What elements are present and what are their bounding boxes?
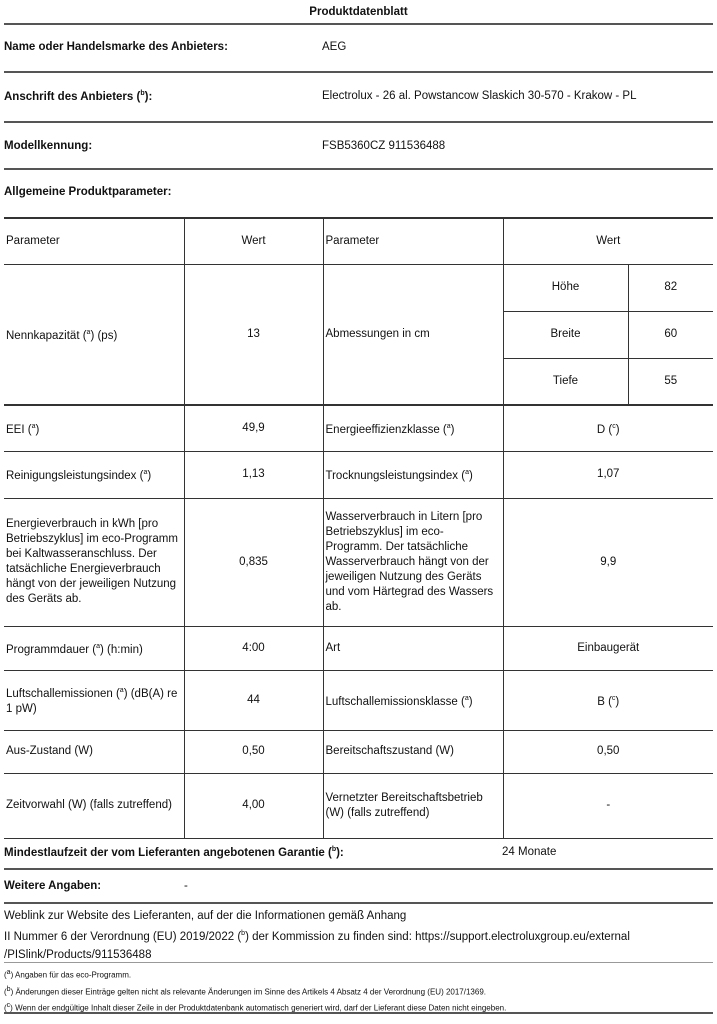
parameter-value: Einbaugerät <box>502 625 713 671</box>
table-row: Programmdauer (a) (h:min) 4:00 Art Einbauge… <box>4 625 713 671</box>
supplier-name-label: Name oder Handelsmarke des Anbieters: <box>4 41 228 53</box>
parameter-label: Bereitschaftszustand (W) <box>322 729 504 774</box>
parameter-value: 4:00 <box>183 625 324 671</box>
parameter-value: 1,07 <box>502 450 713 499</box>
table-row: Zeitvorwahl (W) (falls zutreffend) 4,00 Ve… <box>4 772 713 839</box>
parameter-value: 44 <box>183 669 324 731</box>
parameter-value: D (c) <box>502 404 713 452</box>
header-cell: Wert <box>183 217 324 265</box>
capacity-label: Nennkapazität (a) (ps) <box>4 263 185 406</box>
table-row: Energieverbrauch in kWh [pro Betriebszyk… <box>4 497 713 627</box>
parameter-label: Trocknungsleistungsindex (a) <box>322 450 504 499</box>
footnote-b: (b) Änderungen dieser Einträge gelten ni… <box>4 985 486 997</box>
parameter-value: 0,50 <box>183 729 324 774</box>
parameter-label: Energieeffizienzklasse (a) <box>322 404 504 452</box>
footnote-a: (a) Angaben für das eco-Programm. <box>4 969 132 980</box>
dimension-value: 60 <box>627 310 713 359</box>
parameter-label: Vernetzter Bereitschaftsbetrieb (W) (fal… <box>322 772 504 839</box>
dimension-value: 82 <box>627 263 713 312</box>
table-row: EEI (a) 49,9 Energieeffizienzklasse (a) D (… <box>4 404 713 452</box>
parameters-table: Parameter Wert Parameter Wert Nennkapazi… <box>4 217 713 839</box>
page-title: Produktdatenblatt <box>309 6 408 18</box>
weblink-text: Weblink zur Website des Lieferanten, auf… <box>4 910 630 961</box>
parameter-value: - <box>502 772 713 839</box>
dimension-value: 55 <box>627 357 713 406</box>
parameter-label: Reinigungsleistungsindex (a) <box>4 450 185 499</box>
table-row: Reinigungsleistungsindex (a) 1,13 Trocknun… <box>4 450 713 499</box>
header-cell: Parameter <box>322 217 504 265</box>
parameter-label: Energieverbrauch in kWh [pro Betriebszyk… <box>4 497 185 627</box>
parameter-label: Zeitvorwahl (W) (falls zutreffend) <box>4 772 185 839</box>
table-row: Aus-Zustand (W) 0,50 Bereitschaftszustand … <box>4 729 713 774</box>
warranty-label: Mindestlaufzeit der vom Lieferanten ange… <box>4 846 344 859</box>
parameter-label: Programmdauer (a) (h:min) <box>4 625 185 671</box>
header-cell: Wert <box>502 217 713 265</box>
supplier-name-value: AEG <box>322 41 347 53</box>
further-info-value: - <box>184 880 188 892</box>
capacity-value: 13 <box>183 263 324 406</box>
footnote-c: (c) Wenn der endgültige Inhalt dieser Ze… <box>4 1002 507 1013</box>
dimension-name: Breite <box>503 310 629 359</box>
parameter-label: Luftschallemissionsklasse (a) <box>322 669 504 731</box>
supplier-address-value: Electrolux - 26 al. Powstancow Slaskich … <box>322 90 637 102</box>
further-info-label: Weitere Angaben: <box>4 880 102 892</box>
parameter-value: 1,13 <box>183 450 324 499</box>
section-title: Allgemeine Produktparameter: <box>4 186 172 198</box>
table-row: Luftschallemissionen (a) (dB(A) re 1 pW)… <box>4 669 713 731</box>
model-value: FSB5360CZ 911536488 <box>322 140 446 152</box>
header-cell: Parameter <box>4 217 185 265</box>
parameter-value: 9,9 <box>502 497 713 627</box>
parameter-label: EEI (a) <box>4 404 185 452</box>
parameter-label: Art <box>322 625 504 671</box>
parameter-label: Aus-Zustand (W) <box>4 729 185 774</box>
parameter-value: 0,835 <box>183 497 324 627</box>
parameter-label: Wasserverbrauch in Litern [pro Betriebsz… <box>322 497 504 627</box>
parameter-value: 0,50 <box>502 729 713 774</box>
model-label: Modellkennung: <box>4 140 93 152</box>
warranty-value: 24 Monate <box>502 846 557 858</box>
supplier-address-label: Anschrift des Anbieters (b): <box>4 90 153 103</box>
table-header-row: Parameter Wert Parameter Wert <box>4 217 713 265</box>
parameter-value: 49,9 <box>183 404 324 452</box>
footnotes: (a) Angaben für das eco-Programm. (b) Än… <box>4 966 506 1016</box>
parameter-value: 4,00 <box>183 772 324 839</box>
parameter-label: Luftschallemissionen (a) (dB(A) re 1 pW) <box>4 669 185 731</box>
dimension-name: Tiefe <box>503 357 629 406</box>
dimensions-label: Abmessungen in cm <box>322 263 504 406</box>
dimension-name: Höhe <box>502 263 629 312</box>
parameter-value: B (c) <box>502 669 713 731</box>
